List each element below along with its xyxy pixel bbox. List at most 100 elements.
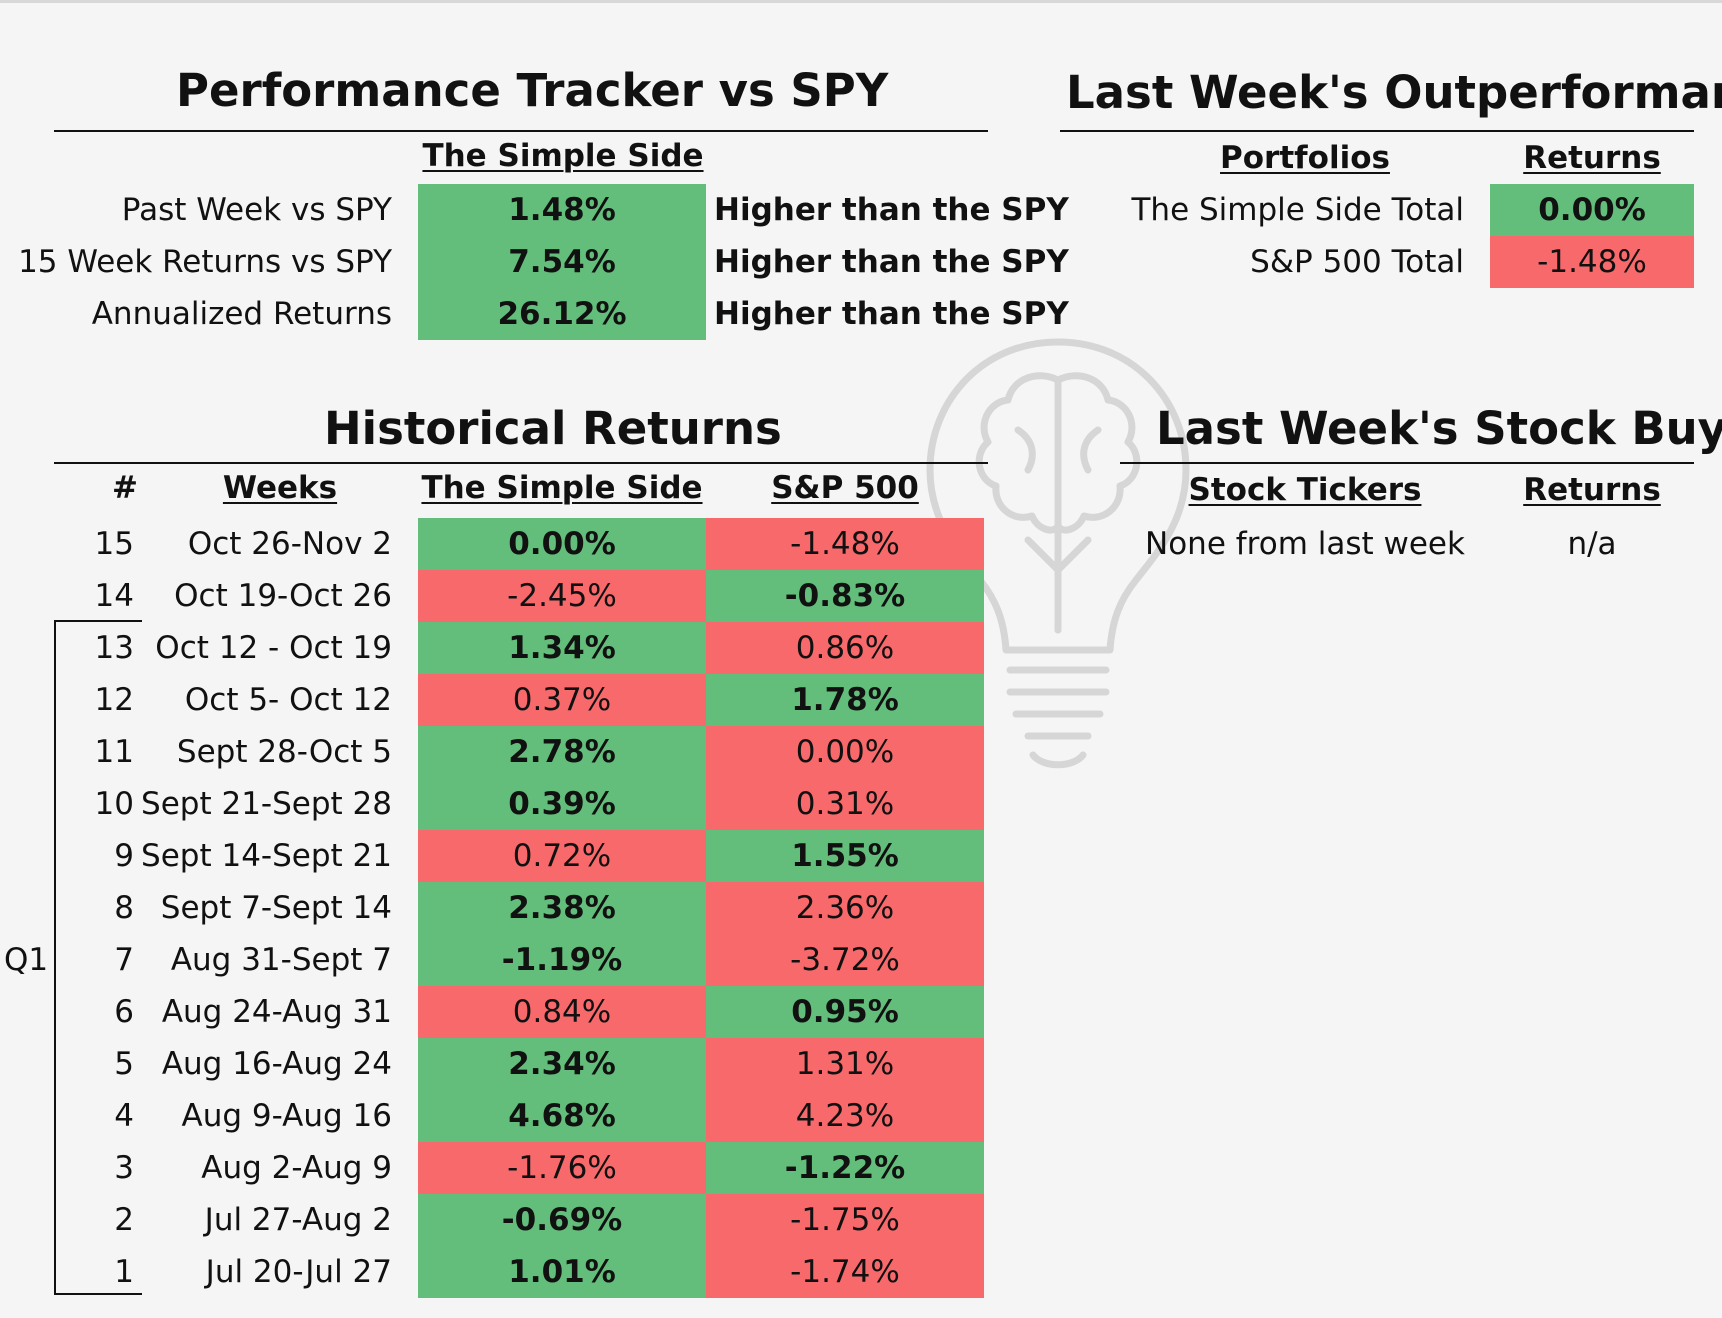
table-row: 13 Oct 12 - Oct 19 1.34% 0.86% xyxy=(0,622,990,674)
simple-side-return: -1.19% xyxy=(418,934,706,986)
week-number: 3 xyxy=(114,1150,134,1186)
historical-col-simple: The Simple Side xyxy=(421,470,703,506)
historical-col-num: # xyxy=(112,470,138,506)
week-range: Sept 7-Sept 14 xyxy=(160,890,392,926)
tracker-row-verdict: Higher than the SPY xyxy=(714,192,1069,228)
week-range: Jul 20-Jul 27 xyxy=(205,1254,392,1290)
tracker-title: Performance Tracker vs SPY xyxy=(176,64,889,117)
tracker-column-header: The Simple Side xyxy=(422,138,704,174)
outperformance-row-value: 0.00% xyxy=(1490,184,1694,236)
simple-side-return: 0.37% xyxy=(418,674,706,726)
table-row: 10 Sept 21-Sept 28 0.39% 0.31% xyxy=(0,778,990,830)
simple-side-return: 1.01% xyxy=(418,1246,706,1298)
week-range: Aug 2-Aug 9 xyxy=(201,1150,392,1186)
week-number: 4 xyxy=(114,1098,134,1134)
table-row: 11 Sept 28-Oct 5 2.78% 0.00% xyxy=(0,726,990,778)
q1-bracket-bottom xyxy=(54,1293,142,1295)
sp500-return: 4.23% xyxy=(706,1090,984,1142)
table-row: 14 Oct 19-Oct 26 -2.45% -0.83% xyxy=(0,570,990,622)
outperformance-rows: The Simple Side Total 0.00% S&P 500 Tota… xyxy=(1040,184,1700,288)
sp500-return: 2.36% xyxy=(706,882,984,934)
stock-buys-col-tickers: Stock Tickers xyxy=(1188,472,1422,508)
historical-table: 15 Oct 26-Nov 2 0.00% -1.48% 14 Oct 19-Oct 26… xyxy=(0,518,990,1298)
historical-col-sp: S&P 500 xyxy=(771,470,919,506)
sp500-return: -1.74% xyxy=(706,1246,984,1298)
week-number: 13 xyxy=(94,630,134,666)
week-number: 11 xyxy=(94,734,134,770)
outperformance-row: The Simple Side Total 0.00% xyxy=(1040,184,1700,236)
simple-side-return: 2.38% xyxy=(418,882,706,934)
simple-side-return: -1.76% xyxy=(418,1142,706,1194)
top-border xyxy=(0,0,1722,3)
week-number: 5 xyxy=(114,1046,134,1082)
simple-side-return: 0.39% xyxy=(418,778,706,830)
week-number: 9 xyxy=(114,838,134,874)
table-row: 1 Jul 20-Jul 27 1.01% -1.74% xyxy=(0,1246,990,1298)
stock-buys-col-returns: Returns xyxy=(1523,472,1661,508)
sp500-return: 0.31% xyxy=(706,778,984,830)
simple-side-return: 0.84% xyxy=(418,986,706,1038)
stock-buys-ticker: None from last week xyxy=(1145,526,1465,562)
table-row: 9 Sept 14-Sept 21 0.72% 1.55% xyxy=(0,830,990,882)
week-range: Jul 27-Aug 2 xyxy=(204,1202,392,1238)
week-range: Aug 16-Aug 24 xyxy=(161,1046,392,1082)
simple-side-return: 2.34% xyxy=(418,1038,706,1090)
tracker-row-verdict: Higher than the SPY xyxy=(714,296,1069,332)
week-number: 14 xyxy=(94,578,134,614)
sp500-return: -3.72% xyxy=(706,934,984,986)
table-row: 8 Sept 7-Sept 14 2.38% 2.36% xyxy=(0,882,990,934)
week-range: Oct 12 - Oct 19 xyxy=(155,630,392,666)
week-range: Oct 26-Nov 2 xyxy=(187,526,392,562)
table-row: 6 Aug 24-Aug 31 0.84% 0.95% xyxy=(0,986,990,1038)
q1-bracket-top xyxy=(54,620,142,622)
week-number: 1 xyxy=(114,1254,134,1290)
table-row: 15 Oct 26-Nov 2 0.00% -1.48% xyxy=(0,518,990,570)
week-number: 2 xyxy=(114,1202,134,1238)
outperformance-title: Last Week's Outperformance xyxy=(1066,66,1722,119)
sp500-return: -1.75% xyxy=(706,1194,984,1246)
week-number: 7 xyxy=(114,942,134,978)
week-range: Oct 5- Oct 12 xyxy=(184,682,392,718)
week-range: Sept 28-Oct 5 xyxy=(176,734,392,770)
simple-side-return: -2.45% xyxy=(418,570,706,622)
sp500-return: 0.95% xyxy=(706,986,984,1038)
table-row: 7 Aug 31-Sept 7 -1.19% -3.72% xyxy=(0,934,990,986)
historical-title: Historical Returns xyxy=(324,402,782,455)
table-row: 4 Aug 9-Aug 16 4.68% 4.23% xyxy=(0,1090,990,1142)
simple-side-return: 2.78% xyxy=(418,726,706,778)
tracker-row-label: Annualized Returns xyxy=(91,296,392,332)
week-range: Aug 31-Sept 7 xyxy=(170,942,392,978)
sp500-return: -1.48% xyxy=(706,518,984,570)
tracker-row-label: Past Week vs SPY xyxy=(121,192,392,228)
simple-side-return: 1.34% xyxy=(418,622,706,674)
table-row: 2 Jul 27-Aug 2 -0.69% -1.75% xyxy=(0,1194,990,1246)
outperformance-col-portfolios: Portfolios xyxy=(1220,140,1390,176)
sp500-return: 0.00% xyxy=(706,726,984,778)
week-number: 15 xyxy=(94,526,134,562)
outperformance-row-value: -1.48% xyxy=(1490,236,1694,288)
table-row: 5 Aug 16-Aug 24 2.34% 1.31% xyxy=(0,1038,990,1090)
sp500-return: 1.55% xyxy=(706,830,984,882)
tracker-row-label: 15 Week Returns vs SPY xyxy=(18,244,392,280)
tracker-rows: Past Week vs SPY 1.48% Higher than the S… xyxy=(0,184,1069,340)
outperformance-col-returns: Returns xyxy=(1523,140,1661,176)
stock-buys-value: n/a xyxy=(1567,526,1617,562)
tracker-row-value: 7.54% xyxy=(418,236,706,288)
sp500-return: 1.31% xyxy=(706,1038,984,1090)
stock-buys-title: Last Week's Stock Buys xyxy=(1156,402,1722,455)
historical-col-weeks: Weeks xyxy=(222,470,338,506)
q1-bracket xyxy=(54,620,56,1295)
tracker-row-value: 26.12% xyxy=(418,288,706,340)
table-row: 3 Aug 2-Aug 9 -1.76% -1.22% xyxy=(0,1142,990,1194)
week-number: 12 xyxy=(94,682,134,718)
q1-label: Q1 xyxy=(4,942,49,978)
simple-side-return: -0.69% xyxy=(418,1194,706,1246)
week-range: Aug 9-Aug 16 xyxy=(181,1098,392,1134)
week-range: Sept 14-Sept 21 xyxy=(141,838,392,874)
sp500-return: -0.83% xyxy=(706,570,984,622)
historical-title-rule xyxy=(54,462,988,464)
lightbulb-brain-icon xyxy=(918,330,1198,780)
outperformance-row-label: The Simple Side Total xyxy=(1131,192,1464,228)
tracker-row-value: 1.48% xyxy=(418,184,706,236)
sp500-return: 0.86% xyxy=(706,622,984,674)
